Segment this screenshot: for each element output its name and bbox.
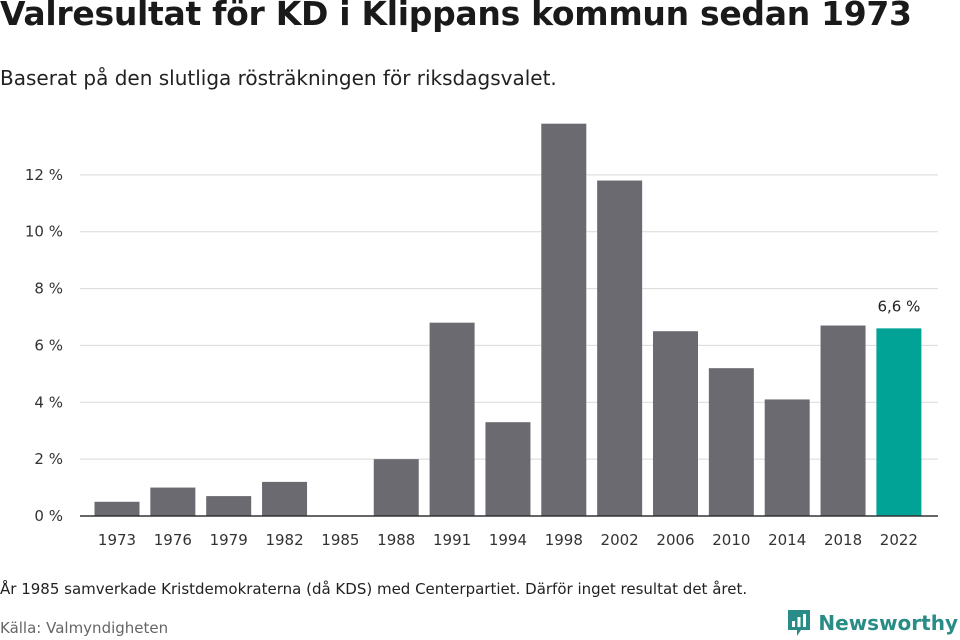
bar-2018 (820, 325, 866, 516)
x-tick-label: 2014 (768, 531, 806, 549)
chart-title: Valresultat för KD i Klippans kommun sed… (0, 0, 912, 33)
y-axis-ticks: 0 % 2 % 4 % 6 % 8 % 10 % 12 % (25, 166, 63, 525)
x-tick-label: 1976 (154, 531, 192, 549)
bar-2014 (764, 399, 810, 516)
chart-subtitle: Baserat på den slutliga rösträkningen fö… (0, 66, 557, 90)
bar-chart: 0 % 2 % 4 % 6 % 8 % 10 % 12 % 1973 1976 1979 1982… (25, 123, 938, 549)
bar-2010 (708, 368, 754, 516)
x-tick-label: 2006 (656, 531, 694, 549)
y-tick-label: 6 % (34, 336, 63, 354)
data-label-2022: 6,6 % (877, 297, 920, 315)
x-tick-label: 1979 (210, 531, 248, 549)
x-tick-label: 1998 (545, 531, 583, 549)
x-tick-label: 1994 (489, 531, 527, 549)
bar-2002 (597, 180, 643, 516)
bar-1998 (541, 123, 587, 516)
bar-1988 (373, 459, 419, 516)
x-tick-label: 1991 (433, 531, 471, 549)
x-tick-label: 2002 (601, 531, 639, 549)
y-tick-label: 10 % (25, 223, 63, 241)
y-tick-label: 12 % (25, 166, 63, 184)
y-tick-label: 2 % (34, 450, 63, 468)
bar-2022 (876, 328, 922, 516)
brand-logo[interactable]: Newsworthy (786, 608, 958, 638)
bars (94, 123, 922, 516)
bar-1994 (485, 422, 531, 516)
bar-2006 (653, 331, 698, 516)
x-tick-label: 1985 (321, 531, 359, 549)
x-tick-label: 1982 (265, 531, 303, 549)
bar-1991 (429, 322, 475, 516)
source-credit: Källa: Valmyndigheten (0, 619, 169, 637)
x-tick-label: 2022 (880, 531, 918, 549)
x-tick-label: 1988 (377, 531, 415, 549)
x-axis-ticks: 1973 1976 1979 1982 1985 1988 1991 1994 1998 2002… (98, 531, 918, 549)
chart-footnote: År 1985 samverkade Kristdemokraterna (då… (0, 580, 748, 598)
y-tick-label: 0 % (34, 507, 63, 525)
bar-1979 (206, 496, 252, 516)
bar-1973 (94, 501, 140, 516)
y-tick-label: 8 % (34, 280, 63, 298)
newsworthy-logo-icon (788, 610, 811, 636)
data-labels: 6,6 % (877, 297, 920, 315)
x-tick-label: 1973 (98, 531, 136, 549)
x-tick-label: 2010 (712, 531, 750, 549)
bar-1976 (150, 487, 196, 516)
brand-name: Newsworthy (818, 611, 958, 635)
y-tick-label: 4 % (34, 393, 63, 411)
bar-1982 (262, 481, 308, 516)
x-tick-label: 2018 (824, 531, 862, 549)
